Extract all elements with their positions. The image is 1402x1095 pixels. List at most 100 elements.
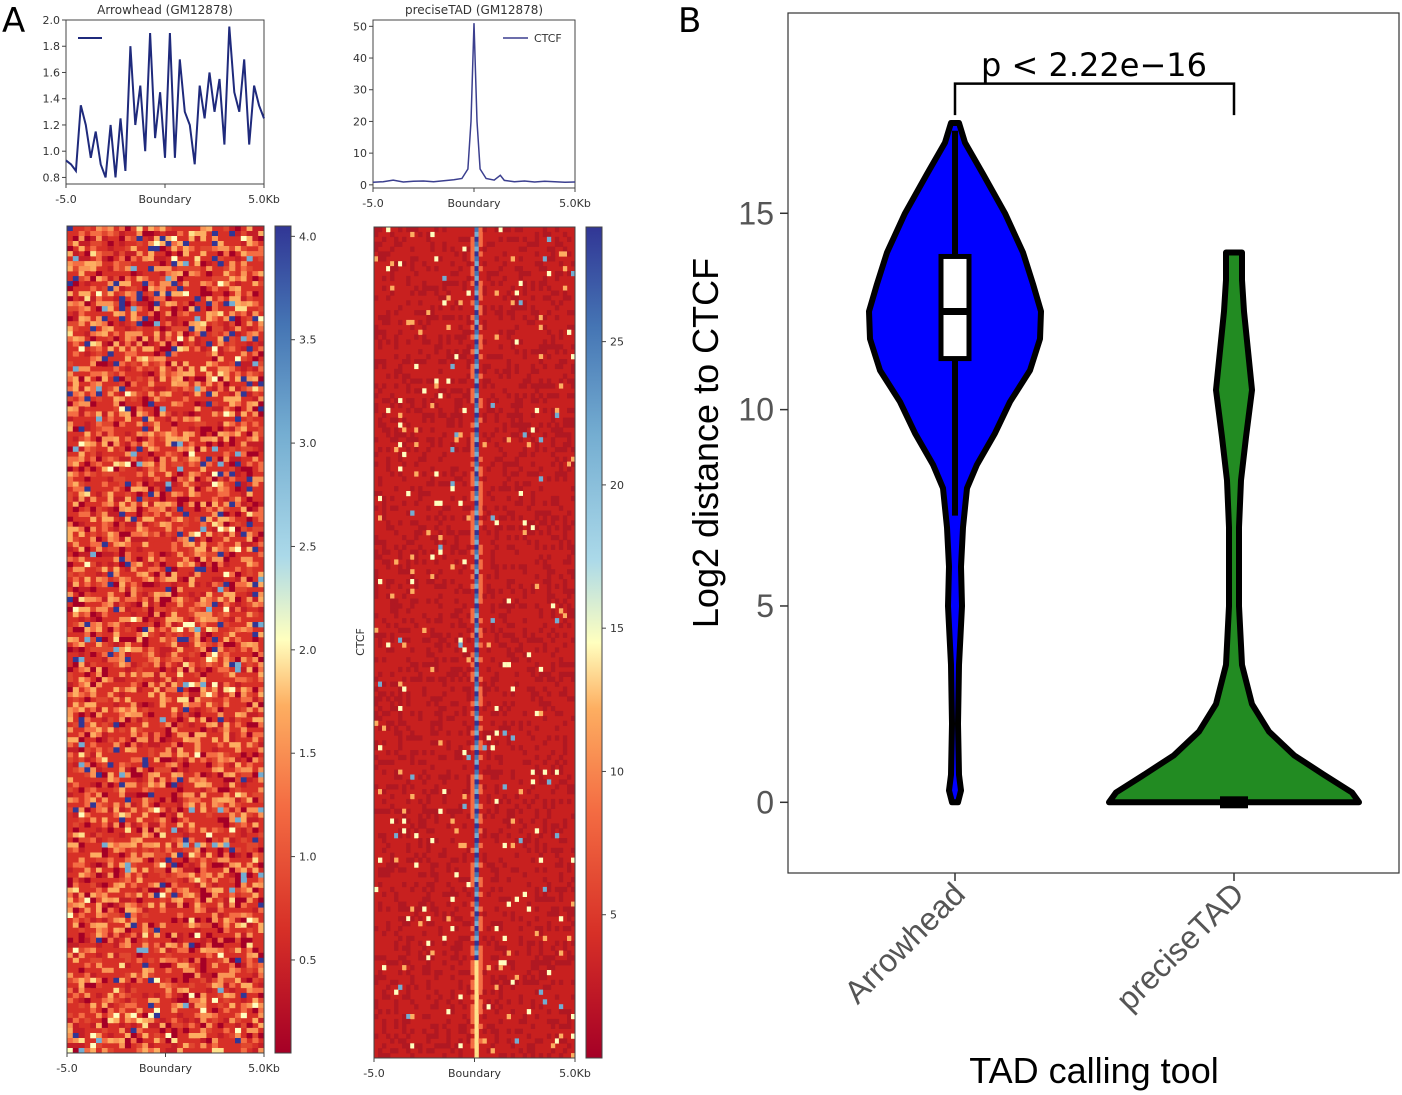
- arrowhead-heatmap-cell: [107, 827, 114, 833]
- precisetad-heatmap-cell: [542, 339, 548, 345]
- arrowhead-heatmap-cell: [211, 321, 218, 327]
- arrowhead-heatmap-cell: [84, 692, 91, 698]
- arrowhead-heatmap-cell: [148, 461, 155, 467]
- precisetad-heatmap-cell: [550, 393, 556, 399]
- arrowhead-heatmap-cell: [142, 847, 149, 853]
- arrowhead-heatmap-cell: [72, 596, 79, 603]
- arrowhead-heatmap-cell: [235, 722, 242, 728]
- arrowhead-heatmap-cell: [258, 1048, 265, 1054]
- arrowhead-heatmap-cell: [235, 1012, 242, 1019]
- arrowhead-heatmap-cell: [90, 321, 97, 327]
- arrowhead-heatmap-cell: [113, 862, 120, 868]
- precisetad-heatmap-cell: [510, 339, 515, 345]
- precisetad-heatmap-cell: [558, 461, 564, 467]
- arrowhead-heatmap-cell: [119, 576, 126, 583]
- arrowhead-heatmap-cell: [217, 601, 224, 608]
- arrowhead-heatmap-cell: [84, 717, 91, 723]
- arrowhead-heatmap-cell: [101, 1007, 108, 1014]
- arrowhead-heatmap-cell: [96, 301, 103, 307]
- precisetad-heatmap-cell: [542, 510, 548, 516]
- arrowhead-heatmap-cell: [194, 902, 201, 908]
- arrowhead-heatmap-cell: [101, 236, 108, 242]
- precisetad-heatmap-cell: [474, 530, 479, 536]
- arrowhead-heatmap-cell: [78, 712, 85, 718]
- precisetad-heatmap-cell: [554, 476, 560, 482]
- arrowhead-heatmap-cell: [177, 807, 184, 813]
- precisetad-heatmap-cell: [510, 525, 515, 531]
- precisetad-heatmap-cell: [550, 344, 556, 350]
- arrowhead-heatmap-xtick-label: Boundary: [139, 1062, 192, 1075]
- arrowhead-heatmap-cell: [235, 546, 242, 553]
- arrowhead-heatmap-cell: [159, 817, 166, 823]
- arrowhead-heatmap-cell: [188, 536, 195, 543]
- precisetad-heatmap-cell: [482, 246, 487, 252]
- arrowhead-heatmap-cell: [153, 937, 160, 943]
- arrowhead-heatmap-cell: [246, 436, 253, 442]
- arrowhead-heatmap-cell: [182, 667, 189, 673]
- precisetad-heatmap-cell: [434, 383, 439, 389]
- arrowhead-heatmap-cell: [188, 732, 195, 738]
- arrowhead-heatmap-cell: [229, 962, 236, 969]
- arrowhead-heatmap-cell: [211, 256, 218, 262]
- arrowhead-heatmap-cell: [67, 897, 74, 903]
- arrowhead-heatmap-cell: [240, 887, 247, 893]
- arrowhead-heatmap-cell: [217, 827, 224, 833]
- arrowhead-heatmap-cell: [107, 321, 114, 327]
- arrowhead-heatmap-cell: [188, 737, 195, 743]
- arrowhead-heatmap-cell: [90, 702, 97, 708]
- arrowhead-heatmap-cell: [246, 752, 253, 758]
- precisetad-heatmap-cell: [462, 471, 467, 477]
- arrowhead-heatmap-cell: [246, 962, 253, 969]
- arrowhead-heatmap-cell: [235, 1027, 242, 1034]
- precisetad-heatmap-cell: [474, 451, 479, 458]
- arrowhead-heatmap-cell: [229, 231, 236, 237]
- arrowhead-heatmap-cell: [130, 396, 137, 402]
- arrowhead-heatmap-cell: [252, 231, 259, 237]
- precisetad-heatmap-cell: [514, 324, 519, 330]
- arrowhead-heatmap-cell: [223, 571, 230, 578]
- arrowhead-heatmap-cell: [136, 972, 143, 979]
- arrowhead-heatmap-cell: [107, 506, 114, 512]
- arrowhead-heatmap-cell: [258, 1043, 265, 1049]
- precisetad-heatmap-cell: [498, 515, 503, 521]
- arrowhead-heatmap-cell: [78, 967, 85, 974]
- arrowhead-heatmap-cell: [240, 657, 247, 663]
- arrowhead-heatmap-cell: [165, 982, 172, 989]
- arrowhead-heatmap-cell: [223, 902, 230, 908]
- arrowhead-heatmap-cell: [107, 551, 114, 558]
- arrowhead-heatmap-cell: [177, 787, 184, 793]
- precisetad-heatmap-cell: [558, 471, 564, 477]
- precisetad-heatmap-cell: [514, 290, 519, 296]
- arrowhead-heatmap-cell: [90, 506, 97, 512]
- arrowhead-heatmap-cell: [148, 601, 155, 608]
- arrowhead-heatmap-cell: [159, 506, 166, 512]
- arrowhead-heatmap-cell: [211, 692, 218, 698]
- precisetad-heatmap-cell: [506, 329, 511, 335]
- precisetad-heatmap-cell: [418, 378, 423, 384]
- arrowhead-heatmap-cell: [153, 486, 160, 492]
- arrowhead-heatmap-cell: [211, 997, 218, 1004]
- precisetad-heatmap-cell: [450, 388, 455, 394]
- precisetad-heatmap-cell: [458, 412, 463, 418]
- arrowhead-heatmap-cell: [124, 752, 131, 758]
- arrowhead-heatmap-cell: [107, 757, 114, 763]
- arrowhead-heatmap-cell: [217, 366, 224, 372]
- arrowhead-heatmap-cell: [136, 556, 143, 563]
- arrowhead-heatmap-cell: [258, 847, 265, 853]
- precisetad-heatmap-cell: [514, 407, 519, 414]
- precisetad-heatmap-cell: [510, 422, 515, 428]
- arrowhead-heatmap-cell: [246, 496, 253, 502]
- arrowhead-heatmap-cell: [171, 722, 178, 728]
- arrowhead-heatmap-cell: [153, 737, 160, 743]
- arrowhead-heatmap-cell: [101, 667, 108, 673]
- arrowhead-heatmap-cell: [217, 817, 224, 823]
- arrowhead-heatmap-cell: [252, 496, 259, 502]
- precisetad-heatmap-cell: [510, 344, 515, 350]
- arrowhead-heatmap-cell: [235, 787, 242, 793]
- arrowhead-heatmap-cell: [113, 692, 120, 698]
- precisetad-heatmap-cell: [394, 236, 399, 242]
- arrowhead-heatmap-cell: [246, 722, 253, 728]
- arrowhead-heatmap-cell: [188, 777, 195, 783]
- arrowhead-heatmap-cell: [200, 346, 207, 352]
- arrowhead-heatmap-cell: [107, 897, 114, 903]
